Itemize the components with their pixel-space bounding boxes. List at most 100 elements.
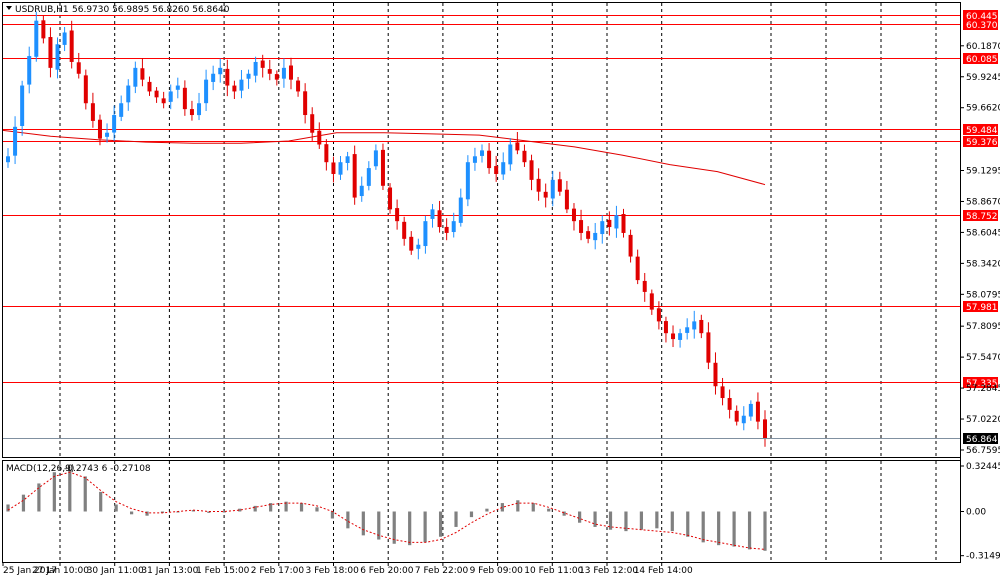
macd-histogram-bar [701, 511, 705, 543]
bear-candle [69, 30, 74, 62]
bull-candle [34, 20, 39, 57]
bear-candle [621, 214, 626, 233]
bull-candle [550, 179, 555, 199]
price-tick-label: 58.3420 [966, 259, 1000, 269]
bull-candle [253, 61, 258, 76]
bull-candle [281, 67, 286, 79]
bear-candle [288, 65, 293, 80]
bull-candle [239, 79, 244, 91]
price-tick-label: 59.1295 [966, 167, 1000, 177]
macd-histogram-bar [222, 511, 226, 513]
macd-histogram-bar [608, 511, 613, 530]
bear-candle [642, 280, 647, 292]
symbol-label: USDRUB,H1 [15, 5, 69, 15]
bull-candle [472, 156, 477, 163]
bear-candle [352, 154, 357, 198]
macd-histogram-bar [392, 511, 396, 544]
macd-histogram-bar [99, 491, 103, 512]
time-label: 1 Feb 15:00 [196, 566, 250, 576]
bear-candle [628, 234, 633, 257]
bear-candle [755, 401, 760, 422]
bull-candle [6, 156, 10, 163]
bear-candle [225, 68, 230, 86]
macd-histogram-bar [454, 511, 458, 527]
bear-candle [635, 256, 640, 281]
macd-histogram-bar [562, 511, 566, 516]
bear-candle [409, 236, 414, 251]
bear-candle [154, 90, 159, 98]
macd-histogram-bar [299, 503, 304, 512]
bull-candle [20, 85, 25, 127]
bear-candle [296, 80, 301, 92]
price-tick-label: 59.9245 [966, 73, 1000, 83]
level-tag-label: 59.4845 [966, 126, 1000, 136]
macd-histogram-bar [253, 505, 257, 512]
bull-candle [692, 321, 697, 330]
current-price-label: 56.8640 [966, 435, 1000, 445]
grid-layer [59, 3, 937, 562]
bull-candle [119, 103, 124, 117]
macd-histogram-bar [52, 472, 56, 512]
bear-candle [720, 386, 725, 399]
macd-histogram-bar [330, 511, 335, 519]
bear-candle [331, 162, 336, 174]
bull-candle [465, 162, 470, 200]
bull-candle [430, 209, 435, 219]
bear-candle [232, 85, 237, 92]
macd-histogram-bar [284, 501, 288, 512]
bear-candle [324, 144, 329, 163]
bear-candle [48, 37, 53, 68]
bull-candle [345, 156, 350, 163]
price-axis-layer: 60.1870 59.9245 59.6620 59.1295 58.8670 58.60… [960, 42, 1000, 456]
bull-candle [359, 185, 364, 197]
macd-histogram-bar [377, 511, 381, 540]
macd-histogram-bar [176, 511, 180, 513]
level-tag-label: 57.9817 [966, 303, 1000, 313]
macd-histogram-bar [717, 511, 721, 546]
time-label: 7 Feb 22:00 [415, 566, 469, 576]
candles-layer [6, 11, 767, 447]
bear-candle [317, 130, 322, 145]
bear-candle [97, 119, 102, 139]
price-tick-label: 56.7595 [966, 446, 1000, 456]
level-tag [963, 10, 998, 21]
level-tag [963, 377, 998, 388]
macd-histogram-bar [238, 508, 242, 512]
time-label: 25 Jan 2017 [3, 566, 57, 576]
bull-candle [373, 150, 378, 167]
macd-histogram-bar [408, 511, 412, 546]
bull-candle [741, 415, 746, 424]
price-tick-label: 58.0795 [966, 290, 1000, 300]
symbol-menu-icon[interactable] [6, 6, 12, 10]
bear-candle [607, 219, 612, 228]
bear-candle [699, 319, 704, 334]
ohlc-values: 56.9730 56.9895 56.8260 56.8640 [72, 5, 230, 15]
macd-histogram-bar [516, 500, 520, 512]
time-label: 14 Feb 14:00 [634, 566, 693, 576]
price-tick-label: 57.8095 [966, 322, 1000, 332]
bull-candle [175, 85, 180, 90]
price-pane-frame [2, 2, 961, 458]
bear-candle [182, 87, 187, 110]
macd-histogram-bar [21, 494, 26, 512]
bear-candle [189, 109, 194, 116]
bear-candle [76, 62, 81, 74]
bull-candle [338, 162, 343, 175]
bear-candle [564, 189, 569, 210]
macd-histogram-bar [160, 511, 165, 513]
macd-histogram-bar [423, 511, 427, 543]
bull-candle [501, 162, 506, 175]
bear-candle [380, 149, 385, 186]
level-tag [963, 124, 998, 135]
bear-candle [494, 166, 499, 174]
macd-histogram-bar [732, 511, 736, 547]
time-label: 6 Feb 20:00 [360, 566, 414, 576]
moving-average-line [2, 129, 766, 186]
price-tick-label: 57.5470 [966, 353, 1000, 363]
price-tick-label: 59.6620 [966, 104, 1000, 114]
price-tick-label: 60.1870 [966, 42, 1000, 52]
bull-candle [246, 73, 251, 79]
